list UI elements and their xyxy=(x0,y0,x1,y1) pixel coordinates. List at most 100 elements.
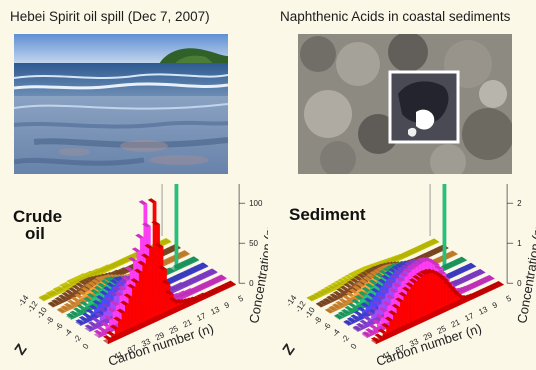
bar-top xyxy=(434,264,443,270)
bar-top xyxy=(373,268,382,274)
bar-top xyxy=(131,247,141,253)
bar-top xyxy=(85,308,95,314)
bar-top xyxy=(165,290,174,296)
x-tick-label: 5 xyxy=(505,294,513,304)
y-tick-label: 1 xyxy=(517,239,522,248)
bar-top xyxy=(100,279,110,285)
bar-top xyxy=(390,274,399,279)
bar-top xyxy=(130,278,140,284)
z-tick-label: 0 xyxy=(349,341,359,350)
bar-top xyxy=(446,284,456,290)
bar-top xyxy=(419,270,428,276)
bar-top xyxy=(350,278,359,283)
bar xyxy=(152,201,157,324)
bar-top xyxy=(93,285,103,291)
bar-top xyxy=(439,276,449,282)
sediment-photo xyxy=(298,34,512,174)
bar-top xyxy=(366,273,375,279)
bar-top xyxy=(154,243,164,248)
y-tick-label: 0 xyxy=(249,279,254,288)
bar-top xyxy=(437,269,447,275)
bar-top xyxy=(415,272,425,278)
bar-top xyxy=(387,278,396,284)
bar-top xyxy=(361,287,371,292)
bar-top xyxy=(397,266,406,272)
bar-top xyxy=(389,288,398,294)
bar-top xyxy=(113,316,122,322)
beach-photo xyxy=(14,34,228,174)
bar-top xyxy=(365,283,374,288)
bar-top xyxy=(408,278,418,284)
x-tick-label: 21 xyxy=(182,317,194,329)
bar-top xyxy=(392,282,402,288)
bar-top xyxy=(120,300,129,306)
x-tick-label: 21 xyxy=(450,317,462,329)
bar-top xyxy=(90,289,99,294)
x-tick-label: 33 xyxy=(408,337,420,349)
bar-top xyxy=(68,287,77,293)
bar-top xyxy=(367,292,376,298)
bar-top xyxy=(372,319,381,325)
z-axis-title: Z xyxy=(279,341,298,358)
bar-top xyxy=(380,289,389,295)
bar-top xyxy=(381,323,390,328)
bar-top xyxy=(382,300,391,306)
bar-top xyxy=(353,275,363,281)
x-tick-label: 13 xyxy=(209,305,221,317)
z-tick-label: -6 xyxy=(53,321,65,332)
bar-top xyxy=(375,313,385,319)
bar-top xyxy=(106,331,115,336)
bar-top xyxy=(378,269,388,275)
bar xyxy=(437,274,442,316)
y-tick-label: 0 xyxy=(517,279,522,288)
crude-oil-chart: 0501001505913172125293337410-2-4-6-8-10-… xyxy=(0,184,268,370)
bar-top xyxy=(359,278,368,284)
bar-top xyxy=(377,328,387,334)
right-title: Naphthenic Acids in coastal sediments xyxy=(280,9,511,24)
bar xyxy=(159,246,164,321)
bar-top xyxy=(109,279,119,285)
bar-top xyxy=(79,301,89,306)
bar-top xyxy=(396,276,405,282)
crude-label-line-2: oil xyxy=(25,224,45,243)
left-title: Hebei Spirit oil spill (Dec 7, 2007) xyxy=(10,9,210,24)
x-tick-label: 37 xyxy=(394,343,406,355)
y-tick-label: 100 xyxy=(249,199,263,208)
bar-top xyxy=(107,307,117,313)
bar-top xyxy=(116,308,126,314)
x-tick-label: 33 xyxy=(140,337,152,349)
bar-top xyxy=(83,297,92,302)
y-tick-label: 50 xyxy=(249,239,258,248)
z-tick-label: -8 xyxy=(312,315,324,326)
bar-top xyxy=(354,295,364,300)
bar-top xyxy=(391,265,401,271)
bar-top xyxy=(91,317,100,323)
bar-top xyxy=(400,264,410,270)
bar-top xyxy=(367,267,376,273)
bar-top xyxy=(76,304,85,310)
bar xyxy=(138,271,143,330)
bar-top xyxy=(357,306,366,312)
x-tick-label: 25 xyxy=(168,324,180,336)
bar-top xyxy=(71,284,81,290)
x-tick-label: 9 xyxy=(491,300,499,310)
x-tick-label: 29 xyxy=(154,330,166,342)
crude-oil-label: Crude oil xyxy=(13,208,62,242)
bar-top xyxy=(373,300,382,306)
bar-top xyxy=(357,273,366,279)
bar-top xyxy=(144,243,153,249)
bar-top xyxy=(112,286,121,291)
bar-top xyxy=(138,200,148,206)
bar-top xyxy=(151,220,160,226)
bar-top xyxy=(121,276,130,282)
bar-top xyxy=(142,222,151,228)
bar-top xyxy=(406,264,416,270)
bar-top xyxy=(97,282,106,288)
x-tick-label: 25 xyxy=(436,324,448,336)
y-tick-label: 2 xyxy=(517,199,522,208)
series-floor xyxy=(370,281,504,344)
bar-top xyxy=(75,282,84,288)
bar-top xyxy=(395,297,404,303)
bar-top xyxy=(137,260,146,266)
bar-top xyxy=(86,293,96,298)
